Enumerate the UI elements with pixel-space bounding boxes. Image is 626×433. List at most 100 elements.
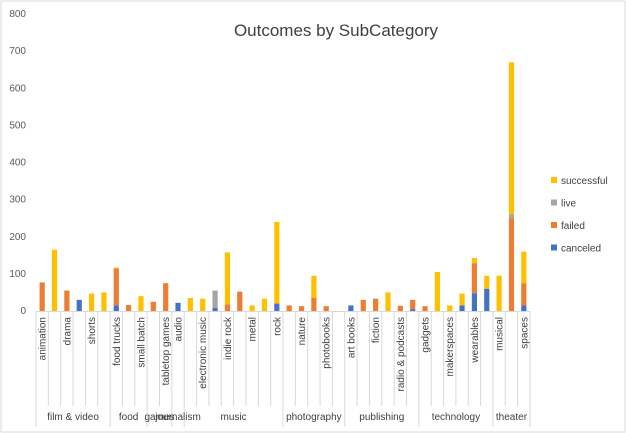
category-label: photobooks bbox=[322, 317, 333, 369]
bar-segment-failed bbox=[323, 306, 329, 311]
group-label: food bbox=[119, 412, 138, 423]
bar-segment-canceled bbox=[410, 309, 416, 311]
group-label: theater bbox=[496, 412, 528, 423]
bar-area bbox=[39, 62, 527, 311]
category-label: fiction bbox=[371, 317, 382, 343]
group-label: games bbox=[144, 412, 174, 423]
bar-segment-successful bbox=[200, 298, 206, 311]
y-axis: 0 100 200 300 400 500 600 700 800 bbox=[9, 9, 26, 317]
x-axis: animation drama shorts food trucks small bat… bbox=[35, 311, 531, 427]
legend-swatch-successful bbox=[551, 177, 557, 183]
legend: successful live failed canceled bbox=[551, 176, 608, 255]
category-label: makerspaces bbox=[445, 317, 456, 376]
category-label: small batch bbox=[136, 317, 147, 368]
bar-segment-successful bbox=[274, 221, 280, 304]
group-label: film & video bbox=[47, 412, 99, 423]
group-label: photography bbox=[286, 412, 342, 423]
bar-segment-successful bbox=[434, 272, 440, 311]
bar-segment-failed bbox=[298, 306, 305, 311]
category-label: drama bbox=[62, 317, 73, 346]
bar-segment-successful bbox=[471, 257, 478, 264]
y-tick-label: 100 bbox=[9, 269, 26, 280]
category-label: animation bbox=[38, 317, 49, 360]
bar-segment-failed bbox=[521, 283, 527, 306]
bar-segment-successful bbox=[447, 305, 453, 311]
bar-segment-canceled bbox=[76, 299, 82, 311]
bar-segment-failed bbox=[397, 305, 403, 311]
y-tick-label: 200 bbox=[9, 232, 26, 243]
bar-segment-canceled bbox=[348, 305, 354, 311]
bar-segment-canceled bbox=[521, 305, 527, 311]
bar-segment-canceled bbox=[484, 288, 490, 311]
legend-swatch-failed bbox=[551, 222, 557, 228]
bar-segment-successful bbox=[224, 252, 231, 305]
category-label: rock bbox=[272, 316, 283, 336]
bar-segment-canceled bbox=[274, 303, 280, 311]
legend-label-live: live bbox=[561, 199, 576, 210]
y-tick-label: 0 bbox=[20, 306, 26, 317]
bar-segment-successful bbox=[187, 298, 193, 311]
bar-segment-successful bbox=[385, 292, 391, 311]
group-label: publishing bbox=[359, 412, 404, 423]
legend-swatch-live bbox=[551, 199, 557, 206]
bar-segment-successful bbox=[508, 62, 515, 215]
category-label: art books bbox=[346, 317, 357, 358]
y-tick-label: 300 bbox=[9, 195, 26, 206]
group-label: technology bbox=[432, 412, 480, 423]
bar-segment-failed bbox=[224, 304, 231, 311]
bar-segment-successful bbox=[459, 293, 465, 306]
bar-segment-canceled bbox=[113, 305, 119, 311]
bar-segment-failed bbox=[422, 306, 428, 311]
category-label: food trucks bbox=[112, 317, 123, 366]
bar-segment-failed bbox=[311, 298, 317, 311]
y-tick-label: 800 bbox=[9, 9, 26, 20]
bar-segment-canceled bbox=[471, 293, 478, 311]
bar-segment-successful bbox=[88, 293, 95, 311]
category-label: wearables bbox=[470, 317, 481, 364]
category-label: audio bbox=[174, 317, 185, 342]
bar-segment-successful bbox=[249, 305, 255, 311]
legend-label-canceled: canceled bbox=[561, 244, 601, 255]
bar-segment-canceled bbox=[212, 308, 218, 311]
legend-label-failed: failed bbox=[561, 221, 585, 232]
bar-segment-successful bbox=[484, 275, 490, 289]
bar-segment-failed bbox=[286, 305, 292, 311]
bar-segment-successful bbox=[311, 275, 317, 299]
bar-segment-failed bbox=[163, 283, 169, 311]
bar-segment-live bbox=[212, 290, 218, 309]
category-label: spaces bbox=[519, 317, 530, 349]
bar-segment-failed bbox=[360, 299, 366, 311]
bar-segment-failed bbox=[113, 268, 119, 306]
bar-segment-successful bbox=[51, 249, 58, 311]
bar-segment-failed bbox=[410, 299, 416, 310]
y-tick-label: 700 bbox=[9, 46, 26, 57]
bar-segment-successful bbox=[101, 292, 107, 311]
bar-segment-successful bbox=[261, 298, 268, 311]
y-tick-label: 600 bbox=[9, 83, 26, 94]
bar-segment-successful bbox=[496, 275, 502, 311]
legend-label-successful: successful bbox=[561, 176, 608, 187]
y-tick-label: 400 bbox=[9, 158, 26, 169]
category-label: tabletop games bbox=[161, 317, 172, 385]
bar-segment-live bbox=[508, 214, 515, 219]
bar-segment-failed bbox=[150, 301, 156, 311]
category-label: radio & podcasts bbox=[396, 317, 407, 392]
bar-segment-failed bbox=[126, 305, 132, 311]
bar-segment-failed bbox=[64, 290, 70, 311]
bar-segment-failed bbox=[39, 282, 45, 311]
category-label: shorts bbox=[87, 317, 98, 344]
category-label: nature bbox=[297, 317, 308, 346]
bar-segment-failed bbox=[471, 263, 478, 294]
legend-swatch-canceled bbox=[551, 244, 557, 251]
category-label: indie rock bbox=[223, 316, 234, 360]
bar-segment-successful bbox=[521, 251, 527, 284]
bar-segment-failed bbox=[237, 291, 243, 311]
group-label: music bbox=[221, 412, 247, 423]
category-label: gadgets bbox=[421, 317, 432, 353]
bar-segment-failed bbox=[508, 218, 515, 311]
y-tick-label: 500 bbox=[9, 120, 26, 131]
bar-segment-canceled bbox=[175, 302, 181, 311]
